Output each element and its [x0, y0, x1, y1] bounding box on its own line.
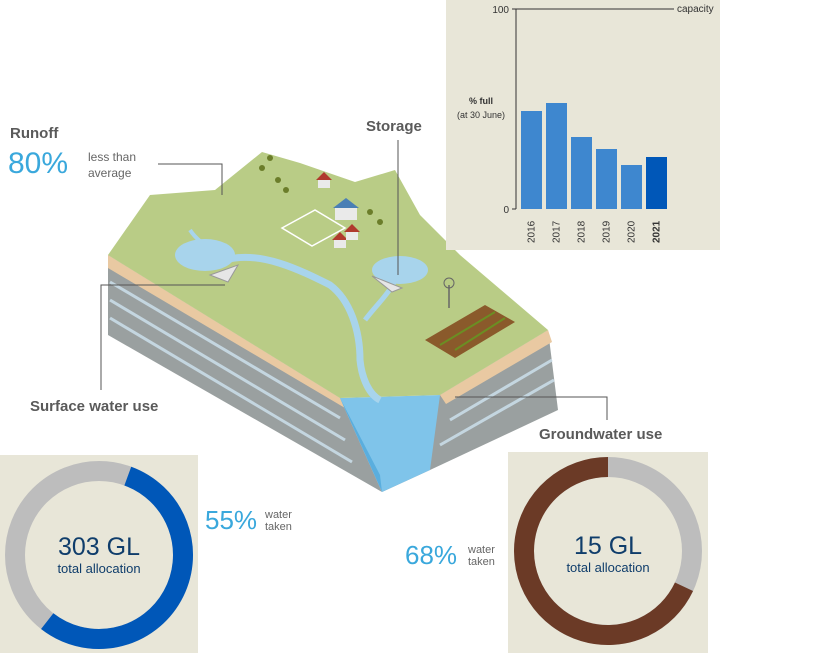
surface-water-donut — [5, 461, 193, 649]
bar-2018 — [571, 137, 592, 209]
storage-heading: Storage — [366, 118, 422, 135]
groundwater-heading: Groundwater use — [539, 426, 663, 443]
surface-water-allocation-value: 303 GL — [57, 533, 140, 561]
y-axis-label-sub: (at 30 June) — [457, 110, 505, 120]
surface-water-text-2: taken — [265, 521, 292, 533]
x-tick-label-2019: 2019 — [602, 220, 613, 243]
surface-water-heading: Surface water use — [30, 398, 159, 415]
bar-2019 — [596, 149, 617, 209]
capacity-label: capacity — [677, 4, 714, 15]
groundwater-percent: 68% — [405, 540, 458, 570]
surface-water-allocation-label: total allocation — [57, 561, 141, 576]
bar-2017 — [546, 103, 567, 209]
groundwater-text-2: taken — [468, 556, 495, 568]
x-tick-label-2020: 2020 — [627, 220, 638, 243]
x-tick-label-2017: 2017 — [552, 220, 563, 243]
y-axis-label: % full — [469, 96, 493, 106]
groundwater-allocation-value: 15 GL — [573, 532, 643, 560]
x-tick-label-2021: 2021 — [652, 220, 663, 243]
bar-2016 — [521, 111, 542, 209]
bar-2021 — [646, 157, 667, 209]
storage-chart-panel: 0 100 capacity % full (at 30 June) 2016 2017 20… — [446, 0, 720, 250]
surface-water-text-1: water — [265, 509, 292, 521]
groundwater-allocation-label: total allocation — [566, 560, 650, 575]
runoff-text-1: less than — [88, 150, 137, 164]
groundwater-donut — [514, 457, 702, 645]
y-tick-label: 0 — [503, 205, 509, 216]
x-tick-label-2016: 2016 — [527, 220, 538, 243]
surface-water-percent: 55% — [205, 505, 258, 535]
runoff-percent: 80% — [8, 147, 69, 180]
surface-water-panel: 303 GL total allocation — [0, 455, 198, 653]
runoff-text-2: average — [88, 166, 132, 180]
runoff-heading: Runoff — [10, 125, 59, 142]
storage-bar-chart: 0 100 capacity % full (at 30 June) 2016 2017 20… — [457, 4, 714, 243]
groundwater-panel: 15 GL total allocation — [508, 452, 708, 653]
bar-2020 — [621, 165, 642, 209]
donut-taken-arc — [514, 457, 694, 645]
x-tick-label-2018: 2018 — [577, 220, 588, 243]
y-tick-label: 100 — [492, 5, 509, 16]
donut-taken-arc — [41, 466, 193, 649]
groundwater-text-1: water — [468, 544, 495, 556]
